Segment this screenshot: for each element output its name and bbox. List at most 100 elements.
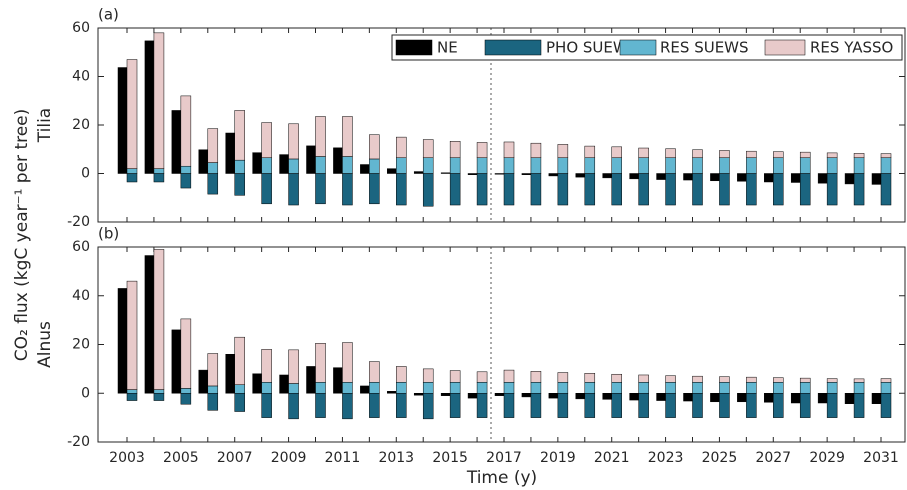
bar: [557, 372, 569, 383]
x-tick-label: 2017: [486, 450, 522, 466]
bar: [369, 158, 380, 174]
bar: [665, 382, 676, 394]
bar: [476, 382, 488, 394]
bar: [422, 368, 434, 383]
bar: [252, 152, 262, 174]
bar: [530, 142, 542, 158]
bar: [799, 393, 811, 418]
bar: [261, 157, 272, 174]
bar: [396, 173, 407, 206]
bar: [126, 393, 138, 401]
bar: [799, 377, 811, 383]
bar: [817, 393, 828, 404]
bar: [710, 393, 720, 403]
bar: [719, 173, 730, 206]
bar: [207, 128, 219, 163]
bar: [790, 393, 801, 404]
bar: [683, 173, 693, 181]
bar: [799, 382, 811, 394]
bar: [656, 173, 666, 180]
bar: [225, 132, 235, 174]
bar: [342, 342, 353, 383]
bar: [746, 382, 757, 394]
bar: [773, 382, 784, 394]
bar: [153, 249, 165, 390]
bar: [548, 173, 559, 177]
bar: [799, 173, 811, 206]
x-tick-label: 2021: [594, 450, 630, 466]
bar: [584, 382, 596, 394]
bar: [126, 280, 138, 390]
bar: [584, 145, 596, 158]
x-tick-label: 2011: [325, 450, 361, 466]
bar: [530, 382, 542, 394]
bar: [207, 393, 219, 411]
bar: [422, 139, 434, 158]
bar: [207, 353, 219, 387]
bar: [422, 393, 434, 420]
bar: [342, 393, 353, 420]
bar: [853, 153, 865, 158]
bar: [826, 157, 838, 174]
x-tick-label: 2015: [432, 450, 468, 466]
bar: [773, 173, 784, 206]
bar: [503, 173, 515, 206]
bar: [360, 385, 370, 394]
bar: [171, 110, 182, 174]
legend-label: PHO SUEWS: [546, 39, 637, 57]
y-tick-label: 0: [81, 385, 90, 401]
bar: [503, 141, 515, 158]
bar: [171, 329, 182, 394]
bar: [584, 173, 596, 206]
bar: [746, 157, 757, 174]
bar: [449, 140, 461, 158]
bar: [234, 336, 245, 385]
bar: [342, 116, 353, 157]
bar: [880, 153, 892, 158]
bar: [656, 393, 666, 401]
bar: [638, 157, 649, 174]
bar: [575, 173, 586, 178]
bar: [530, 393, 542, 418]
bar: [611, 146, 622, 158]
bar: [880, 393, 892, 418]
bar: [557, 393, 569, 418]
bar: [153, 393, 165, 401]
bar: [790, 173, 801, 183]
bar: [746, 173, 757, 206]
bar: [413, 393, 424, 396]
bar: [315, 173, 326, 205]
legend-swatch: [484, 39, 542, 56]
bar: [449, 393, 461, 418]
bar: [261, 393, 272, 418]
y-tick-label: 20: [72, 337, 90, 353]
bar: [261, 122, 272, 158]
bar: [234, 110, 245, 161]
bar: [288, 173, 299, 206]
bar: [440, 172, 451, 174]
bar: [396, 393, 407, 418]
bar: [719, 393, 730, 418]
bar: [692, 382, 703, 394]
bar: [853, 173, 865, 206]
bar: [126, 389, 138, 394]
bar: [180, 318, 192, 389]
bar: [880, 378, 892, 383]
x-tick-label: 2025: [702, 450, 738, 466]
bar: [153, 173, 165, 183]
bar: [387, 168, 397, 174]
bar: [449, 173, 461, 206]
bar: [773, 377, 784, 383]
bar: [584, 373, 596, 383]
legend-swatch: [395, 39, 433, 56]
bar: [342, 156, 353, 174]
legend-label: NE: [437, 39, 458, 57]
bar: [234, 393, 245, 412]
bar: [387, 391, 397, 394]
x-tick-label: 2023: [648, 450, 684, 466]
axes-box: [97, 246, 906, 443]
bar: [360, 164, 370, 174]
x-tick-label: 2027: [755, 450, 791, 466]
bar: [396, 366, 407, 383]
bar: [746, 376, 757, 383]
